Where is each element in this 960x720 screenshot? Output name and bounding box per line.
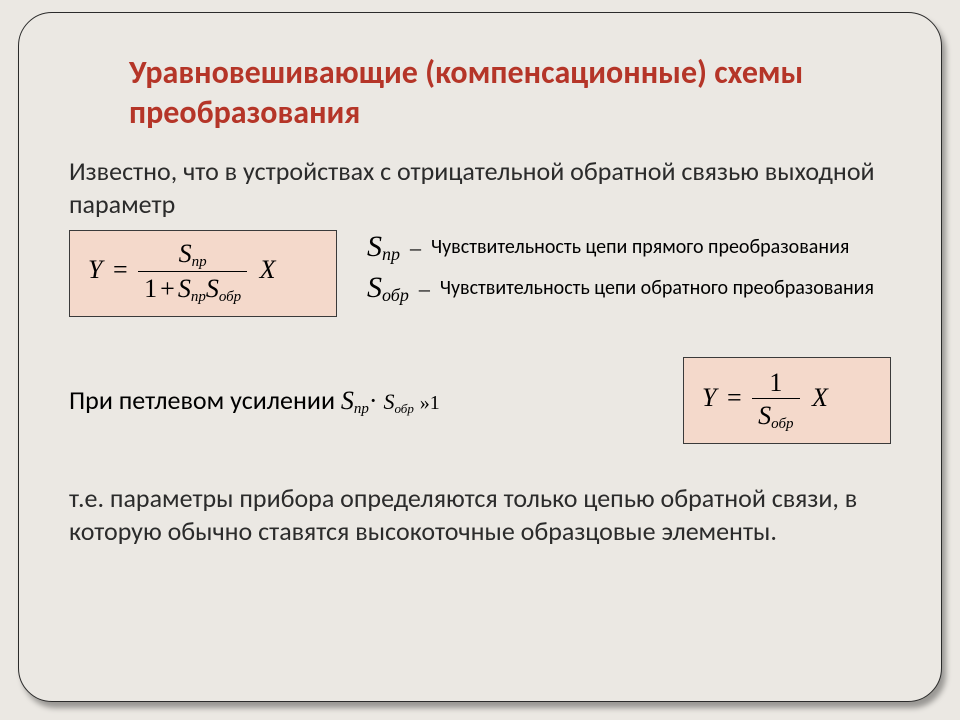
eq1-fraction: Sпр 1+SпрSобр [138,239,247,306]
loop-sub1: пр [354,401,369,417]
loop-one: 1 [430,392,440,414]
slide-title: Уравновешивающие (компенсационные) схемы… [129,53,891,133]
equation-row-2: При петлевом усилении Sпр· Sобр »1 Y = 1… [69,357,891,444]
eq2-Y: Y [702,383,716,412]
eq1-num-S: S [179,239,192,268]
slide-card: Уравновешивающие (компенсационные) схемы… [18,12,942,702]
equation-row-1: Y = Sпр 1+SпрSобр X Sпр – [69,230,891,317]
conclusion-text: т.е. параметры прибора определяются толь… [69,482,891,547]
def2-sub: обр [382,285,409,305]
eq1-Y: Y [88,255,102,284]
eq2-X: X [812,383,828,412]
def1-sub: пр [382,244,400,264]
def1-text: Чувствительность цепи прямого преобразов… [431,236,849,259]
equation-box-2: Y = 1 Sобр X [683,357,891,444]
eq2-fraction: 1 Sобр [752,368,799,433]
eq1-den-sub2: обр [219,289,241,305]
def2-sym: S [367,271,382,304]
eq1-den-sub1: пр [191,289,206,305]
eq2-den-sub: обр [771,416,793,432]
eq1-den-plus: + [160,274,175,303]
def-row-2: Sобр – Чувствительность цепи обратного п… [367,271,891,306]
loop-S2: S [383,389,394,414]
eq2-den-S: S [758,401,771,430]
def1-sym: S [367,230,382,263]
loop-prefix: При петлевом усилении [69,384,341,416]
eq1-equals: = [113,255,128,284]
eq1-X: X [260,255,276,284]
loop-gain-text: При петлевом усилении Sпр· Sобр »1 [69,384,440,418]
loop-dot: · [369,386,378,415]
eq1-num-sub: пр [192,254,207,270]
eq1-den-S2: S [206,274,219,303]
def2-dash: – [419,276,430,302]
equation-box-1: Y = Sпр 1+SпрSобр X [69,230,337,317]
eq2-num: 1 [752,368,799,399]
eq2-equals: = [727,383,742,412]
def1-dash: – [410,235,421,261]
loop-S1: S [341,386,354,415]
def-row-1: Sпр – Чувствительность цепи прямого прео… [367,230,891,265]
definitions: Sпр – Чувствительность цепи прямого прео… [367,230,891,312]
eq1-den-1: 1 [144,274,157,303]
eq1-den-S1: S [178,274,191,303]
loop-sub2: обр [394,401,413,416]
loop-gg: » [420,392,430,414]
intro-text: Известно, что в устройствах с отрицатель… [69,155,891,220]
def2-text: Чувствительность цепи обратного преобраз… [440,277,874,300]
